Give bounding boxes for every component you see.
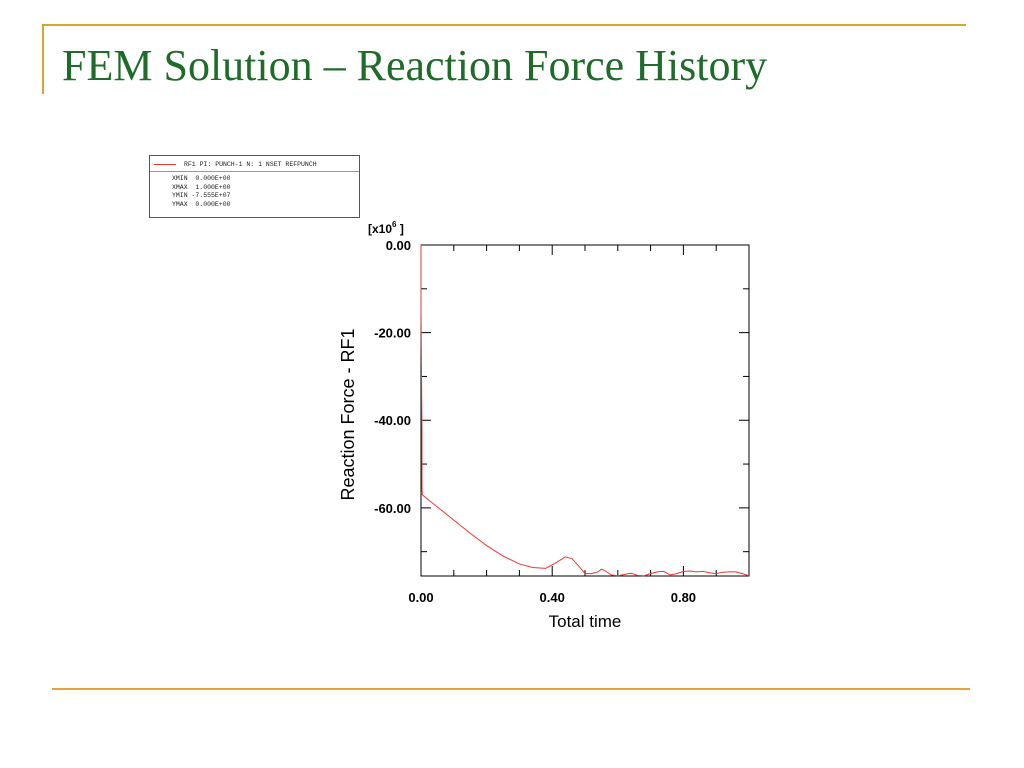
x-tick-label: 0.00 (408, 590, 433, 605)
legend-swatch (154, 164, 176, 165)
legend-series-label: RF1 PI: PUNCH-1 N: 1 NSET REFPUNCH (184, 161, 317, 168)
x-axis-label: Total time (549, 612, 622, 631)
accent-top-rule (42, 24, 966, 26)
y-tick-label: -40.00 (374, 413, 411, 428)
legend-stat-xmin: XMIN 0.000E+00 (172, 175, 231, 182)
legend-divider (150, 171, 359, 172)
x-tick-label: 0.40 (540, 590, 565, 605)
x-tick-label: 0.80 (671, 590, 696, 605)
accent-bottom-rule (52, 688, 970, 690)
legend-entry: RF1 PI: PUNCH-1 N: 1 NSET REFPUNCH (154, 161, 317, 168)
series-line-rf1 (420, 245, 750, 577)
legend-stat-ymax: YMAX 0.000E+00 (172, 200, 231, 208)
slide-title: FEM Solution – Reaction Force History (62, 41, 768, 90)
y-tick-label: 0.00 (386, 238, 411, 253)
legend-stats: XMIN 0.000E+00 XMAX 1.000E+00 YMIN -7.55… (172, 175, 231, 209)
plot-frame (420, 244, 750, 577)
y-multiplier-label: [x106 ] (368, 220, 404, 236)
y-tick-label: -20.00 (374, 326, 411, 341)
y-axis-label: Reaction Force - RF1 (338, 328, 358, 500)
legend-stat-xmax: XMAX 1.000E+00 (172, 183, 231, 191)
legend-stat-ymin: YMIN -7.555E+07 (172, 192, 231, 199)
y-tick-label: -60.00 (374, 501, 411, 516)
accent-vertical-bar (42, 24, 44, 94)
chart-legend-box: RF1 PI: PUNCH-1 N: 1 NSET REFPUNCH XMIN … (149, 155, 360, 218)
